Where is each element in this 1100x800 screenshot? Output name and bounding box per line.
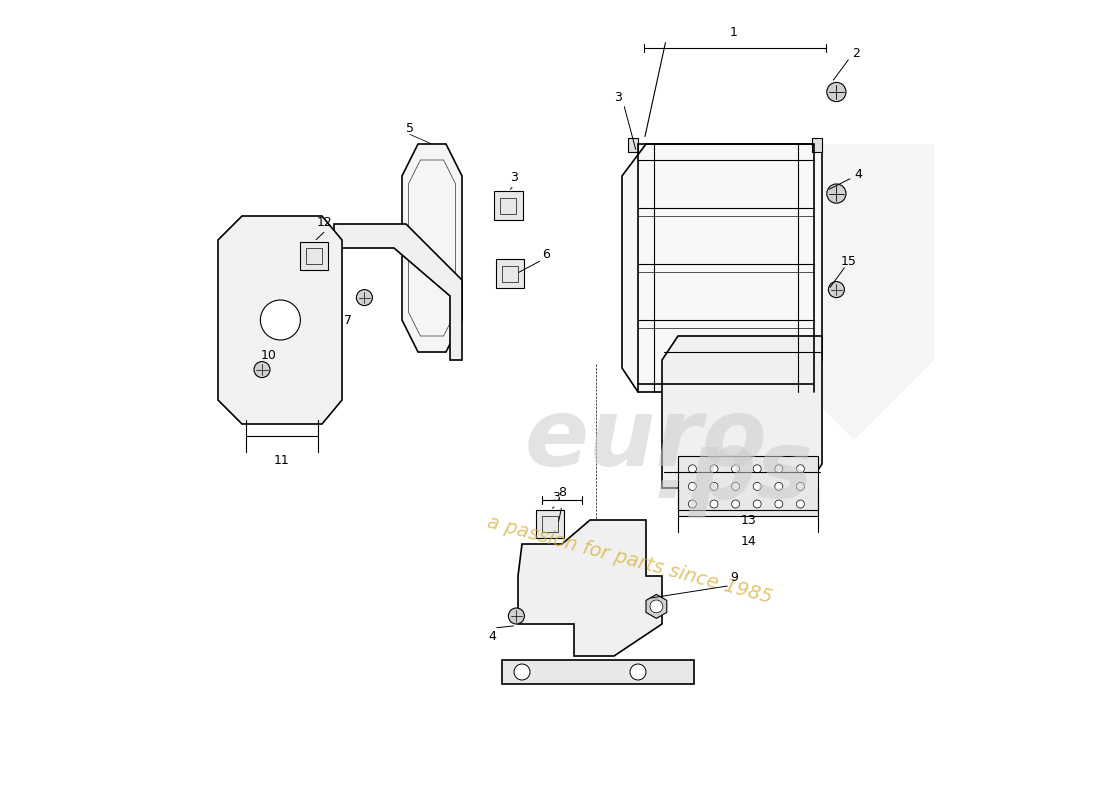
Circle shape [827,184,846,203]
Circle shape [689,482,696,490]
Text: 5: 5 [406,122,414,134]
Text: 4: 4 [855,168,862,181]
Text: a passion for parts since 1985: a passion for parts since 1985 [485,513,774,607]
Text: 4: 4 [488,630,496,642]
Text: 12: 12 [317,216,332,229]
Polygon shape [218,216,342,424]
Bar [299,242,329,270]
Text: 2: 2 [851,47,859,60]
Circle shape [796,482,804,490]
Text: 13: 13 [740,514,757,526]
Text: 7: 7 [344,314,352,326]
Circle shape [356,290,373,306]
Bar [628,138,638,152]
Circle shape [630,664,646,680]
Bar [502,266,518,282]
Circle shape [732,465,739,473]
Circle shape [254,362,270,378]
Text: 3: 3 [614,91,622,104]
Circle shape [689,465,696,473]
Circle shape [796,465,804,473]
Bar [494,191,522,220]
Polygon shape [402,144,462,352]
Circle shape [514,664,530,680]
Polygon shape [662,336,822,488]
Circle shape [650,600,663,613]
Circle shape [774,482,783,490]
Circle shape [796,500,804,508]
Polygon shape [518,520,662,656]
Circle shape [754,465,761,473]
Circle shape [732,500,739,508]
Circle shape [710,500,718,508]
Polygon shape [621,144,822,392]
Text: 8: 8 [558,486,566,498]
Bar [306,248,322,264]
Text: 11: 11 [274,454,290,466]
Circle shape [754,500,761,508]
Polygon shape [502,660,694,684]
Text: 1: 1 [730,26,738,38]
Circle shape [508,608,525,624]
Text: 3: 3 [552,491,560,504]
Polygon shape [774,144,934,440]
Text: 6: 6 [542,248,550,261]
Circle shape [774,500,783,508]
Circle shape [828,282,845,298]
Text: 15: 15 [840,255,856,268]
Text: .ps: .ps [654,426,814,518]
Bar [813,138,822,152]
Circle shape [827,82,846,102]
Circle shape [774,465,783,473]
Bar [678,456,818,516]
Text: 3: 3 [510,171,518,184]
Polygon shape [646,594,667,618]
Circle shape [710,465,718,473]
Bar [496,259,525,288]
Circle shape [754,482,761,490]
Circle shape [710,482,718,490]
Text: 9: 9 [730,571,738,584]
Circle shape [689,500,696,508]
Circle shape [261,300,300,340]
Polygon shape [334,224,462,360]
Bar [542,516,558,532]
Text: 10: 10 [261,349,276,362]
Bar [500,198,516,214]
Text: euro: euro [525,394,768,486]
Circle shape [732,482,739,490]
Bar [536,510,564,538]
Text: 14: 14 [740,535,757,548]
